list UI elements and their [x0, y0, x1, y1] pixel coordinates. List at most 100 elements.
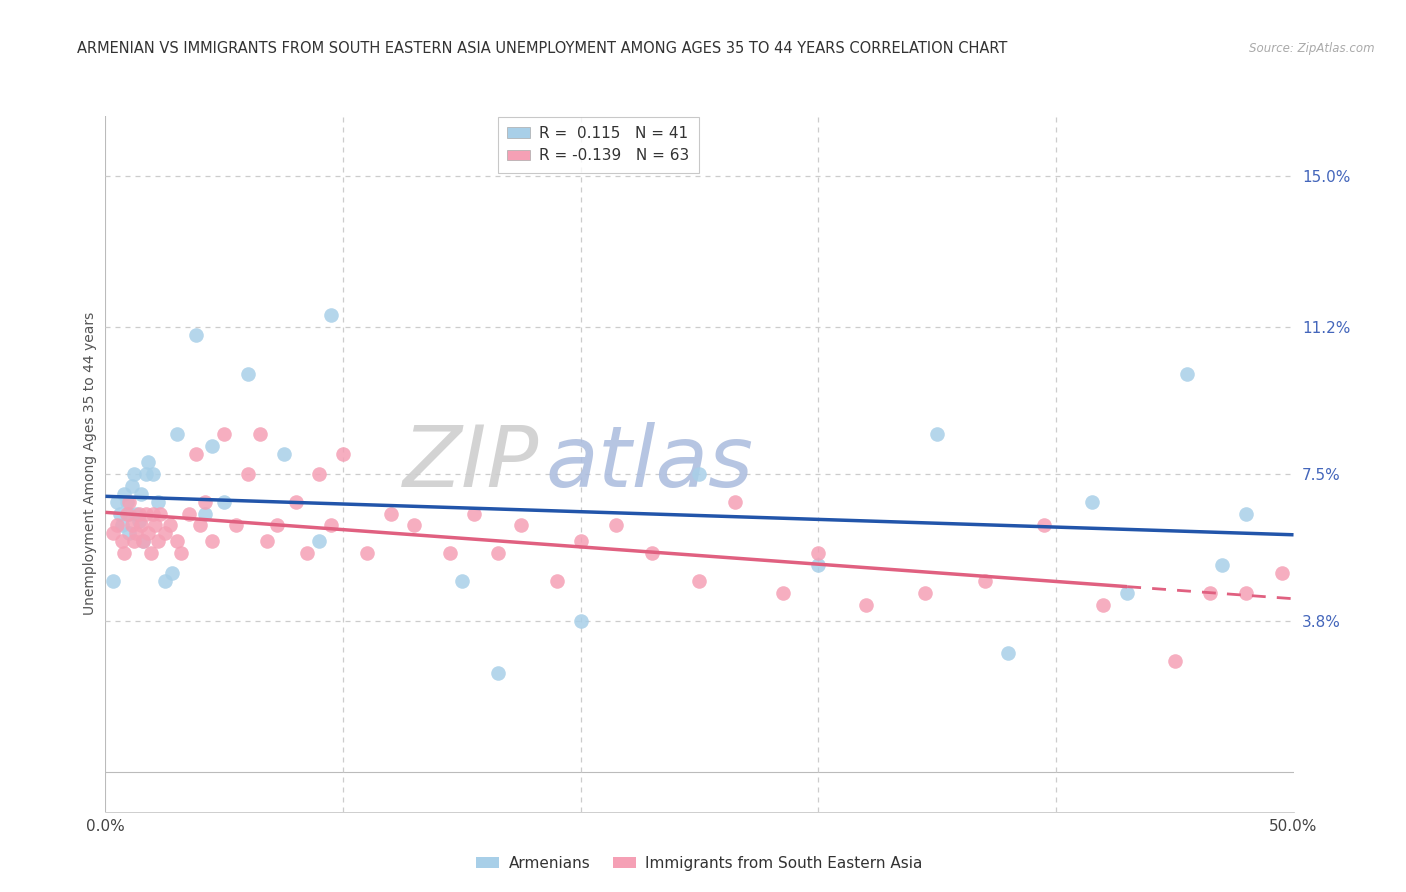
Point — [1164, 654, 1187, 668]
Point — [143, 518, 166, 533]
Point — [125, 507, 148, 521]
Point — [225, 518, 247, 533]
Point — [925, 427, 948, 442]
Point — [1211, 558, 1233, 573]
Point — [105, 518, 128, 533]
Point — [997, 646, 1019, 660]
Point — [914, 586, 936, 600]
Point — [1234, 507, 1257, 521]
Point — [273, 447, 295, 461]
Point — [139, 546, 162, 560]
Y-axis label: Unemployment Among Ages 35 to 44 years: Unemployment Among Ages 35 to 44 years — [83, 312, 97, 615]
Point — [105, 494, 128, 508]
Point — [569, 534, 592, 549]
Point — [122, 467, 145, 481]
Point — [1116, 586, 1139, 600]
Point — [170, 546, 193, 560]
Point — [249, 427, 271, 442]
Point — [546, 574, 568, 588]
Point — [114, 546, 136, 560]
Point — [973, 574, 995, 588]
Point — [101, 526, 124, 541]
Point — [135, 507, 157, 521]
Point — [184, 447, 207, 461]
Point — [184, 327, 207, 342]
Point — [177, 507, 200, 521]
Point — [118, 494, 141, 508]
Point — [214, 427, 236, 442]
Point — [1092, 598, 1115, 612]
Point — [1033, 518, 1056, 533]
Point — [136, 455, 159, 469]
Point — [1175, 368, 1198, 382]
Point — [153, 526, 176, 541]
Point — [308, 467, 330, 481]
Point — [114, 486, 136, 500]
Point — [146, 534, 169, 549]
Point — [297, 546, 319, 560]
Point — [605, 518, 627, 533]
Point — [142, 467, 165, 481]
Text: atlas: atlas — [546, 422, 754, 506]
Point — [807, 546, 830, 560]
Point — [380, 507, 402, 521]
Point — [118, 526, 141, 541]
Point — [439, 546, 461, 560]
Point — [284, 494, 307, 508]
Point — [321, 308, 343, 322]
Text: ARMENIAN VS IMMIGRANTS FROM SOUTH EASTERN ASIA UNEMPLOYMENT AMONG AGES 35 TO 44 : ARMENIAN VS IMMIGRANTS FROM SOUTH EASTER… — [77, 41, 1008, 55]
Point — [125, 526, 148, 541]
Point — [236, 467, 259, 481]
Point — [1080, 494, 1102, 508]
Point — [486, 665, 509, 680]
Point — [641, 546, 664, 560]
Point — [111, 534, 134, 549]
Point — [146, 494, 169, 508]
Point — [129, 518, 152, 533]
Point — [115, 507, 138, 521]
Point — [115, 494, 138, 508]
Point — [214, 494, 236, 508]
Point — [855, 598, 877, 612]
Point — [321, 518, 343, 533]
Point — [689, 574, 711, 588]
Point — [332, 447, 354, 461]
Point — [266, 518, 288, 533]
Point — [136, 526, 159, 541]
Point — [1271, 566, 1294, 581]
Point — [121, 518, 143, 533]
Point — [111, 518, 134, 533]
Point — [128, 515, 150, 529]
Point — [194, 507, 217, 521]
Point — [159, 518, 181, 533]
Point — [689, 467, 711, 481]
Point — [724, 494, 747, 508]
Point — [149, 507, 172, 521]
Point — [450, 574, 472, 588]
Point — [128, 507, 150, 521]
Point — [135, 467, 157, 481]
Point — [1234, 586, 1257, 600]
Point — [1199, 586, 1222, 600]
Point — [132, 534, 155, 549]
Point — [194, 494, 217, 508]
Point — [118, 507, 141, 521]
Point — [153, 574, 176, 588]
Point — [256, 534, 278, 549]
Point — [356, 546, 378, 560]
Point — [142, 507, 165, 521]
Text: ZIP: ZIP — [404, 422, 538, 506]
Point — [132, 534, 155, 549]
Point — [201, 534, 224, 549]
Point — [569, 614, 592, 628]
Point — [236, 368, 259, 382]
Point — [190, 518, 212, 533]
Point — [166, 427, 188, 442]
Text: Source: ZipAtlas.com: Source: ZipAtlas.com — [1250, 42, 1375, 54]
Point — [108, 507, 131, 521]
Point — [101, 574, 124, 588]
Point — [463, 507, 485, 521]
Point — [160, 566, 183, 581]
Point — [201, 439, 224, 453]
Point — [404, 518, 426, 533]
